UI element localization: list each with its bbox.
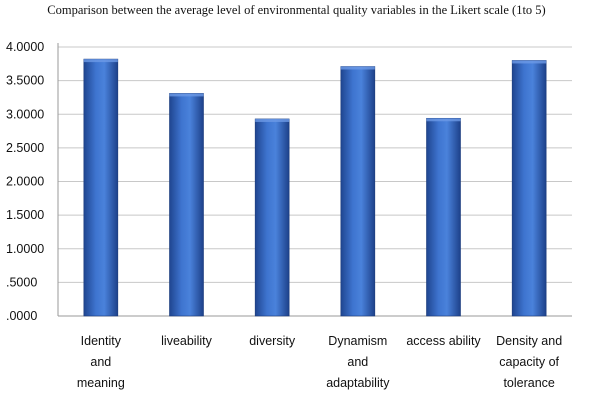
bar-highlight: [169, 93, 204, 97]
y-tick-label: .0000: [6, 309, 37, 323]
bars: [83, 58, 547, 317]
gridlines: [58, 46, 572, 283]
bar: [426, 117, 461, 317]
chart-title: Comparison between the average level of …: [47, 3, 546, 17]
y-tick-label: 2.0000: [6, 175, 44, 189]
bar: [83, 58, 119, 317]
y-tick-label: 2.5000: [6, 141, 44, 155]
labels: 4.0000 3.5000 3.0000 2.5000 2.0000 1.5000 1.00…: [6, 40, 562, 390]
bar-highlight: [340, 66, 375, 70]
y-tick-label: 4.0000: [6, 40, 44, 54]
x-tick-label: access ability: [406, 334, 481, 348]
x-tick-label: Density and capacity of tolerance: [496, 334, 562, 390]
x-tick-label: Dynamism and adaptability: [326, 334, 390, 390]
y-tick-label: 1.5000: [6, 208, 44, 222]
bar-highlight: [83, 59, 118, 63]
bar-highlight: [512, 60, 547, 64]
x-tick-label: diversity: [249, 334, 296, 348]
y-tick-label: 3.5000: [6, 74, 44, 88]
bar: [340, 66, 376, 317]
y-tick-label: .5000: [6, 275, 37, 289]
bar-highlight: [426, 118, 461, 122]
y-tick-label: 3.0000: [6, 107, 44, 121]
x-tick-label: liveability: [161, 334, 212, 348]
bar-highlight: [255, 118, 290, 122]
x-tick-label: Identity and meaning: [77, 334, 125, 390]
bar: [254, 118, 290, 317]
bar: [511, 60, 547, 317]
axes: [57, 43, 572, 317]
bar: [169, 93, 204, 317]
y-tick-label: 1.0000: [6, 242, 44, 256]
